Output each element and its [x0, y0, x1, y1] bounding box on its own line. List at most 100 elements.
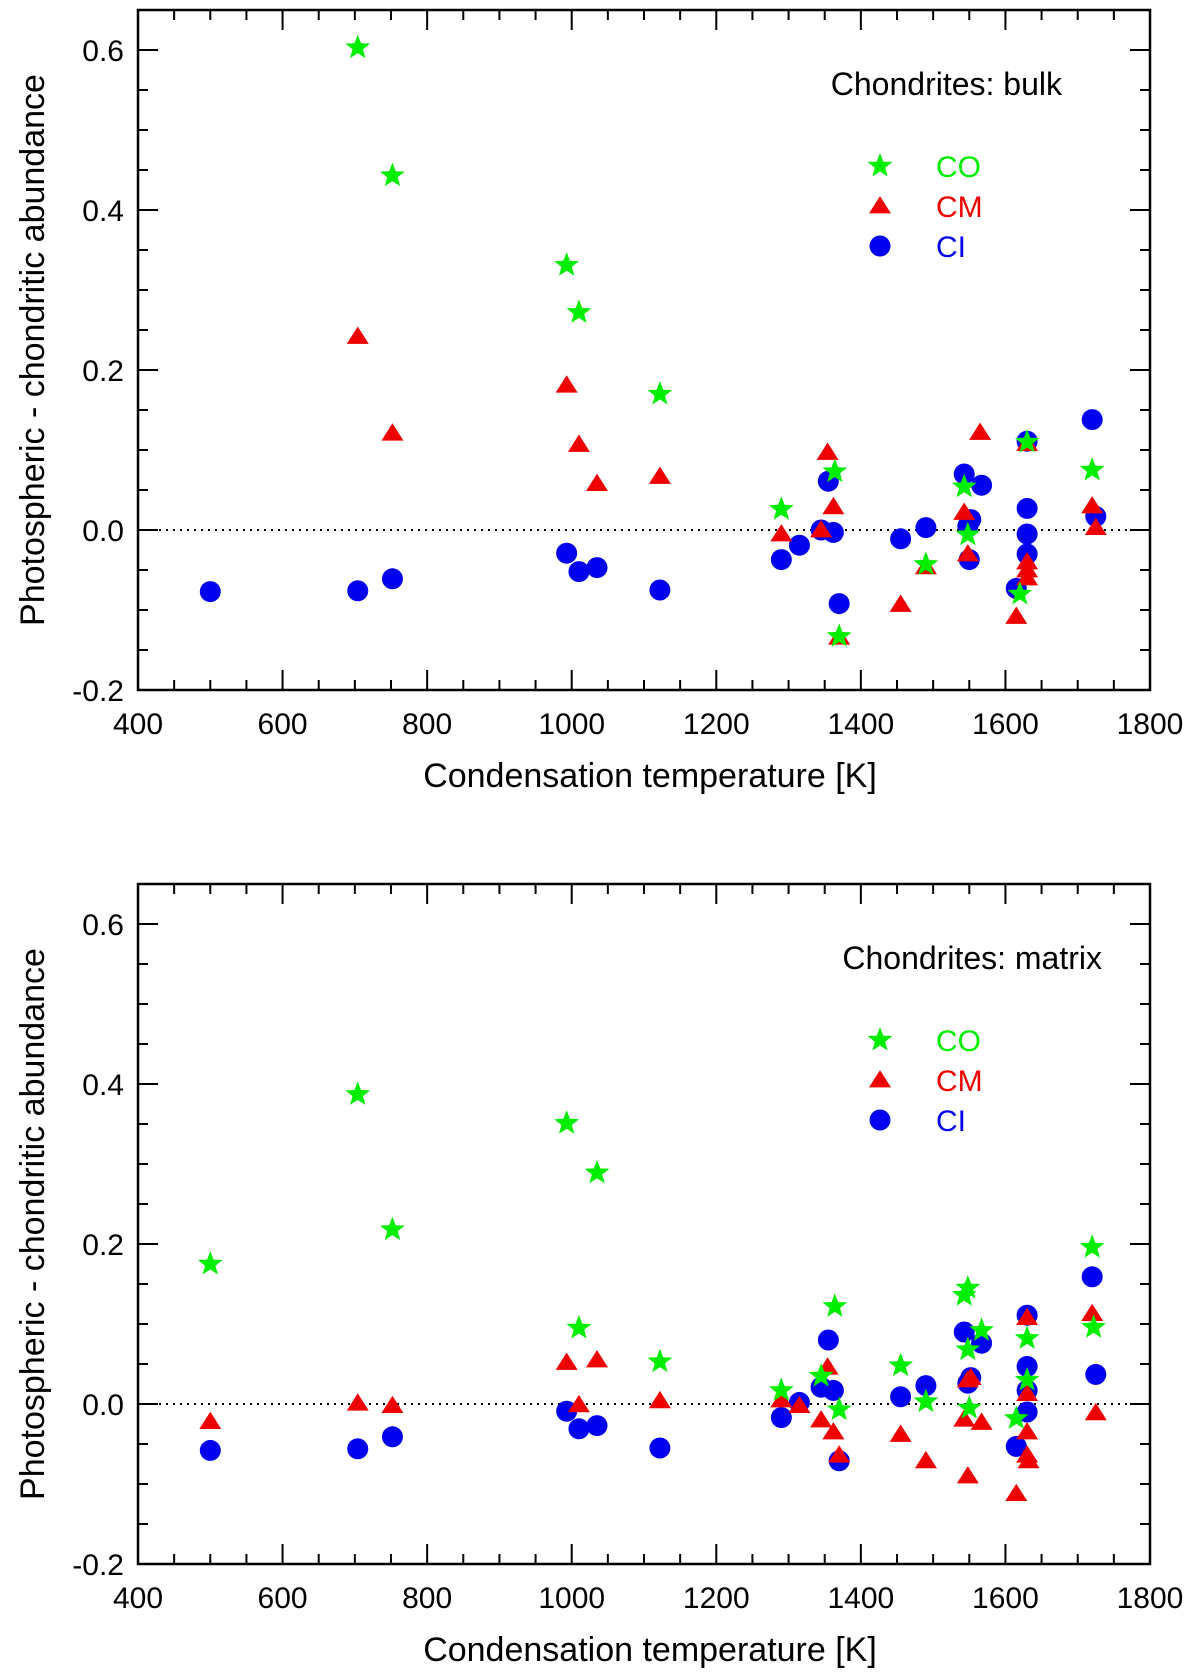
data-point-CO [380, 1216, 405, 1241]
data-point-CO [808, 1363, 834, 1387]
y-tick-label: 0.2 [82, 355, 124, 388]
data-point-CM [788, 1395, 811, 1414]
data-point-CO [345, 34, 371, 59]
legend-label-CO: CO [936, 1025, 981, 1058]
data-point-CO [566, 299, 592, 323]
x-tick-label: 1600 [972, 1582, 1039, 1615]
series-CM [199, 1303, 1107, 1502]
x-tick-label: 1000 [538, 1582, 605, 1615]
x-tick-label: 1600 [972, 708, 1039, 741]
series-CO [197, 1081, 1106, 1429]
data-point-CM [970, 1412, 993, 1430]
data-point-CO [913, 1388, 939, 1413]
data-point-CI [828, 593, 850, 615]
data-point-CO [822, 1293, 848, 1317]
data-point-CM [770, 1390, 793, 1408]
legend-marker-CM [869, 196, 891, 214]
chart-panel-2: 400 600 800 1000 1200 1400 1600 1800 -0.2 0.0 0.2 0… [14, 882, 1184, 1669]
data-point-CM [810, 1410, 833, 1428]
data-point-CM [1081, 496, 1104, 514]
data-point-CI [971, 474, 993, 496]
data-point-CO [769, 496, 794, 520]
data-point-CM [1081, 1303, 1104, 1322]
data-point-CO [826, 1396, 852, 1421]
chart-panel-1: 400 600 800 1000 1200 1400 1600 1800 -0.2 0.0 0.2 0… [14, 8, 1183, 795]
data-point-CI [915, 517, 937, 539]
series-CM [346, 326, 1107, 645]
legend: CO CM CI [867, 1025, 983, 1138]
data-point-CM [648, 1390, 671, 1409]
data-point-CO [1079, 1234, 1105, 1258]
legend-marker-CM [869, 1070, 891, 1088]
legend-marker-CO [867, 1027, 893, 1051]
x-tick-label: 400 [113, 1582, 163, 1615]
data-point-CO [1003, 1405, 1029, 1429]
legend-label-CO: CO [936, 151, 981, 184]
data-point-CI [1016, 497, 1038, 519]
data-point-CM [956, 544, 979, 562]
data-point-CM [1016, 1307, 1039, 1326]
data-point-CM [567, 434, 590, 452]
data-point-CO [197, 1251, 223, 1275]
x-tick-label: 1000 [538, 708, 605, 741]
data-point-CI [381, 1426, 403, 1448]
data-point-CO [969, 1317, 994, 1341]
data-point-CI [788, 534, 810, 556]
data-point-CO [1014, 429, 1040, 453]
data-point-CM [953, 1409, 976, 1427]
data-point-CI [649, 1437, 671, 1459]
data-point-CI [649, 579, 671, 601]
data-point-CM [1084, 517, 1107, 536]
series-CI [199, 409, 1107, 615]
data-point-CM [828, 1445, 851, 1463]
x-axis-title: Condensation temperature [K] [423, 757, 877, 795]
data-point-CM [822, 1422, 845, 1440]
legend-label-CI: CI [936, 231, 966, 264]
data-point-CM [648, 466, 671, 484]
data-point-CI [1016, 1355, 1038, 1377]
x-tick-label: 600 [258, 1582, 308, 1615]
data-point-CI [1016, 523, 1038, 545]
x-tick-label: 1800 [1117, 1582, 1184, 1615]
data-point-CI [556, 1400, 578, 1422]
y-axis-title: Photospheric - chondritic abundance [14, 74, 52, 626]
data-point-CM [810, 520, 833, 538]
data-point-CM [956, 1466, 979, 1484]
data-point-CI [890, 1386, 912, 1408]
data-point-CI [199, 1439, 221, 1461]
data-point-CO [566, 1315, 592, 1339]
data-point-CM [969, 422, 992, 440]
data-point-CI [556, 542, 578, 564]
data-point-CM [1016, 1383, 1039, 1402]
data-point-CO [955, 1336, 981, 1361]
data-point-CM [586, 473, 609, 492]
data-point-CO [584, 1159, 610, 1184]
data-point-CI [568, 1418, 590, 1440]
data-point-CI [1081, 1266, 1103, 1288]
data-point-CO [826, 623, 852, 647]
legend-label-CM: CM [936, 1065, 983, 1098]
data-point-CI [1081, 409, 1103, 431]
data-point-CO [769, 1377, 794, 1401]
data-point-CI [953, 1321, 975, 1343]
panel-title: Chondrites: matrix [842, 940, 1102, 976]
data-point-CM [822, 496, 845, 515]
y-tick-label: 0.6 [82, 909, 124, 942]
x-tick-label: 800 [402, 1582, 452, 1615]
y-tick-label: 0.4 [82, 1069, 124, 1102]
data-point-CM [914, 1450, 937, 1469]
x-tick-label: 1400 [827, 1582, 894, 1615]
data-point-CM [1084, 1402, 1107, 1421]
data-point-CI [770, 549, 792, 571]
data-point-CI [586, 1415, 608, 1437]
data-point-CI [586, 557, 608, 579]
data-point-CM [959, 1367, 982, 1386]
data-point-CI [1005, 1435, 1027, 1457]
data-point-CO [822, 458, 848, 483]
data-point-CO [1014, 1367, 1040, 1391]
y-tick-label: 0.0 [82, 1389, 124, 1422]
x-tick-label: 1400 [827, 708, 894, 741]
data-point-CM [953, 502, 976, 520]
data-point-CM [889, 594, 912, 612]
